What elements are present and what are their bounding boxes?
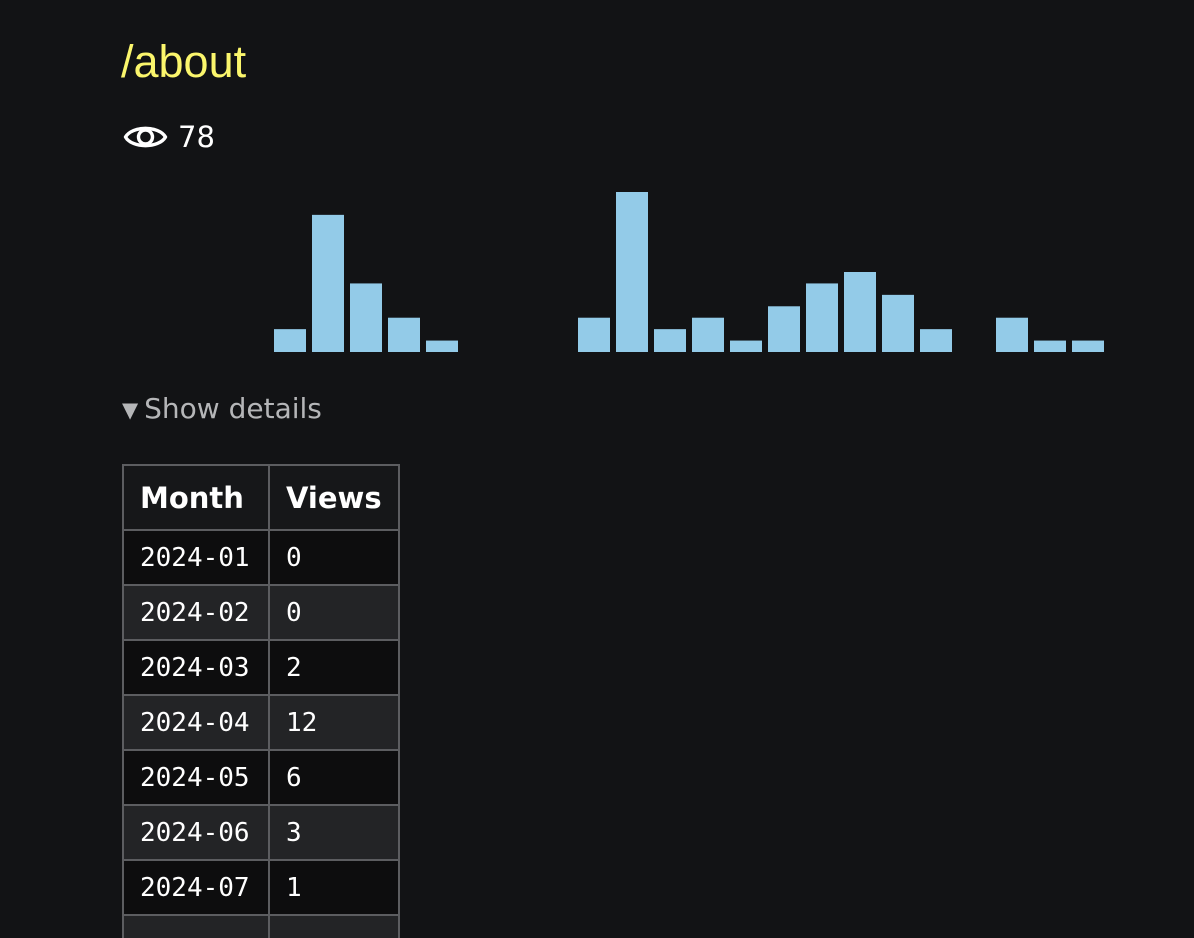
month-cell: 2024-02 — [122, 584, 270, 641]
show-details-label: Show details — [144, 392, 322, 425]
table-row: 2024-07 1 — [122, 859, 400, 916]
month-cell: 2024-04 — [122, 694, 270, 751]
bar-2025-08 — [920, 329, 952, 352]
month-cell: 2024-05 — [122, 749, 270, 806]
month-cell: 2024-07 — [122, 859, 270, 916]
views-column-header: Views — [268, 464, 400, 531]
disclosure-triangle-icon: ▼ — [122, 398, 139, 422]
bar-2025-04 — [768, 306, 800, 352]
bar-2024-11 — [578, 317, 610, 352]
table-header-row: Month Views — [122, 464, 400, 531]
month-cell — [122, 914, 270, 938]
table-row: 2024-05 6 — [122, 749, 400, 806]
bar-2024-06 — [388, 317, 420, 352]
views-cell: 0 — [268, 584, 400, 641]
bar-2024-05 — [350, 283, 382, 352]
table-row — [122, 914, 400, 938]
eye-icon — [123, 126, 168, 148]
views-cell: 6 — [268, 749, 400, 806]
bar-2025-02 — [692, 317, 724, 352]
views-cell — [268, 914, 400, 938]
bar-2025-11 — [1034, 340, 1066, 352]
table-row: 2024-04 12 — [122, 694, 400, 751]
page-title: /about — [121, 36, 247, 87]
bar-2024-07 — [426, 340, 458, 352]
views-cell: 12 — [268, 694, 400, 751]
views-count: 78 — [178, 120, 215, 154]
month-cell: 2024-01 — [122, 529, 270, 586]
bar-2025-01 — [654, 329, 686, 352]
table-row: 2024-02 0 — [122, 584, 400, 641]
views-cell: 1 — [268, 859, 400, 916]
month-column-header: Month — [122, 464, 270, 531]
bar-2025-06 — [844, 272, 876, 352]
table-row: 2024-01 0 — [122, 529, 400, 586]
total-views: 78 — [123, 117, 215, 157]
bar-2025-10 — [996, 317, 1028, 352]
views-bar-chart — [274, 192, 1104, 352]
bar-2024-03 — [274, 329, 306, 352]
bar-2025-05 — [806, 283, 838, 352]
views-cell: 0 — [268, 529, 400, 586]
bar-2025-12 — [1072, 340, 1104, 352]
views-cell: 2 — [268, 639, 400, 696]
monthly-views-table: Month Views 2024-01 0 2024-02 0 2024-03 … — [122, 464, 400, 938]
table-row: 2024-03 2 — [122, 639, 400, 696]
bar-2024-12 — [616, 192, 648, 352]
bar-2025-03 — [730, 340, 762, 352]
bar-2025-07 — [882, 294, 914, 352]
month-cell: 2024-03 — [122, 639, 270, 696]
views-cell: 3 — [268, 804, 400, 861]
show-details-toggle[interactable]: ▼ Show details — [122, 391, 322, 427]
bar-2024-04 — [312, 214, 344, 352]
table-row: 2024-06 3 — [122, 804, 400, 861]
month-cell: 2024-06 — [122, 804, 270, 861]
